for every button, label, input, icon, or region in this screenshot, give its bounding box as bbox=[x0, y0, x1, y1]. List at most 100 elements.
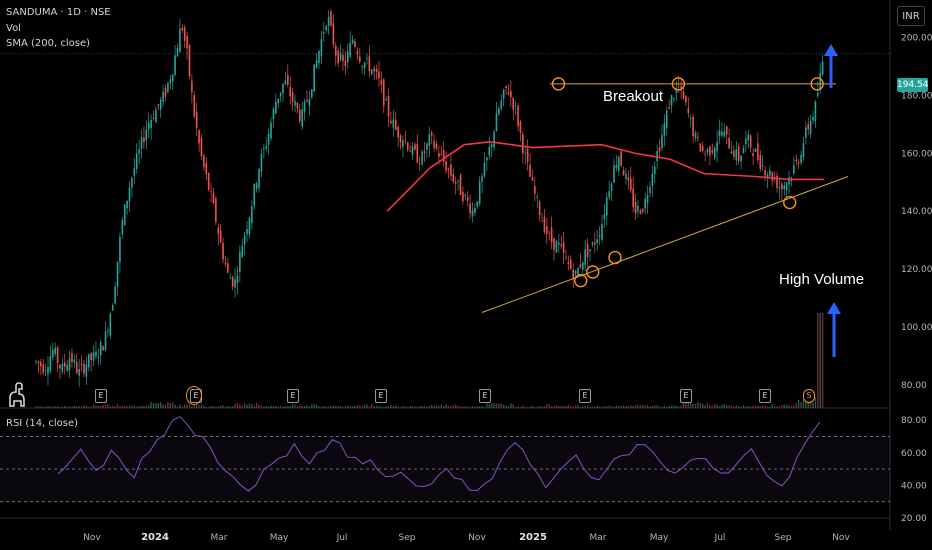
earnings-marker[interactable]: E bbox=[680, 389, 692, 403]
volume-bar bbox=[92, 404, 95, 408]
candle-body bbox=[210, 191, 212, 193]
volume-bar bbox=[560, 406, 562, 408]
breakout-annotation: Breakout bbox=[603, 88, 664, 105]
candle-body bbox=[483, 162, 486, 177]
volume-bar bbox=[735, 405, 737, 408]
candle-body bbox=[198, 130, 200, 144]
currency-button[interactable]: INR bbox=[897, 6, 925, 26]
candle-body bbox=[692, 116, 694, 137]
candle-body bbox=[771, 172, 774, 181]
candle-body bbox=[558, 242, 560, 245]
volume-bar bbox=[550, 405, 553, 408]
volume-bar bbox=[222, 405, 224, 408]
volume-bar bbox=[282, 406, 284, 408]
volume-legend[interactable]: Vol bbox=[6, 23, 21, 34]
volume-bar bbox=[510, 403, 512, 408]
volume-bar bbox=[474, 406, 476, 408]
volume-bar bbox=[773, 406, 776, 408]
volume-bar bbox=[140, 405, 143, 408]
candle-body bbox=[394, 119, 397, 130]
candle-body bbox=[807, 124, 810, 130]
volume-bar bbox=[131, 405, 133, 408]
candle-body bbox=[351, 39, 354, 44]
volume-bar bbox=[682, 403, 685, 408]
volume-bar bbox=[704, 405, 706, 408]
volume-bar bbox=[699, 403, 702, 408]
candle-body bbox=[68, 358, 71, 371]
volume-bar bbox=[181, 406, 183, 408]
candle-body bbox=[546, 226, 548, 234]
earnings-marker[interactable]: E bbox=[287, 389, 299, 403]
volume-bar bbox=[239, 404, 241, 408]
candle-body bbox=[406, 142, 409, 151]
candle-body bbox=[325, 26, 327, 30]
volume-bar bbox=[44, 406, 47, 408]
candle-body bbox=[452, 174, 455, 182]
volume-bar bbox=[68, 405, 71, 408]
candle-body bbox=[387, 96, 390, 117]
volume-bar bbox=[613, 406, 615, 408]
highlight-circle bbox=[186, 386, 202, 405]
price-tick-label: 180.00 bbox=[901, 91, 932, 101]
candle-body bbox=[584, 249, 587, 265]
candle-body bbox=[140, 137, 143, 149]
volume-bar bbox=[97, 405, 100, 408]
axes: 200.00 180.00 160.00 140.00 120.00 100.00 80.0… bbox=[83, 34, 932, 543]
candle-body bbox=[718, 130, 721, 137]
candle-body bbox=[689, 117, 692, 119]
volume-bar bbox=[757, 405, 759, 408]
candle-body bbox=[296, 102, 299, 109]
earnings-marker[interactable]: E bbox=[759, 389, 771, 403]
candle-body bbox=[311, 89, 313, 98]
candle-body bbox=[229, 278, 232, 279]
candle-body bbox=[207, 173, 210, 190]
candle-body bbox=[248, 217, 251, 235]
volume-bar bbox=[335, 405, 337, 408]
volume-bar bbox=[618, 405, 620, 408]
volume-bar bbox=[35, 406, 37, 408]
volume-bar bbox=[555, 405, 558, 408]
volume-bar bbox=[219, 405, 222, 408]
symbol-title[interactable]: SANDUMA · 1D · NSE bbox=[6, 7, 111, 18]
candle-body bbox=[656, 151, 658, 162]
volume-bar bbox=[740, 406, 742, 408]
volume-bar bbox=[344, 405, 347, 408]
touch-point-circle bbox=[574, 273, 588, 288]
candle-body bbox=[555, 240, 558, 253]
rsi-legend[interactable]: RSI (14, close) bbox=[6, 418, 79, 429]
volume-bar bbox=[788, 405, 790, 408]
earnings-marker[interactable]: E bbox=[579, 389, 591, 403]
earnings-marker[interactable]: E bbox=[95, 389, 107, 403]
volume-bar bbox=[54, 406, 56, 408]
candle-body bbox=[171, 74, 174, 82]
volume-bar bbox=[296, 406, 299, 408]
candle-body bbox=[462, 191, 464, 202]
arrow-head bbox=[827, 302, 841, 314]
volume-bar bbox=[318, 406, 320, 408]
earnings-marker[interactable]: E bbox=[479, 389, 491, 403]
volume-bar bbox=[663, 405, 666, 408]
candle-body bbox=[95, 351, 97, 357]
candle-body bbox=[411, 146, 414, 156]
volume-bar bbox=[471, 406, 474, 408]
volume-bar bbox=[42, 406, 44, 408]
volume-bar bbox=[339, 405, 342, 408]
candle-body bbox=[459, 174, 462, 196]
candle-body bbox=[634, 201, 637, 214]
candle-body bbox=[795, 159, 798, 162]
volume-bar bbox=[574, 405, 577, 408]
volume-bar bbox=[481, 406, 483, 408]
candle-body bbox=[203, 155, 205, 167]
earnings-marker[interactable]: E bbox=[375, 389, 387, 403]
volume-bar bbox=[553, 406, 555, 408]
volume-bar bbox=[541, 406, 543, 408]
candle-body bbox=[785, 182, 788, 191]
sma-legend[interactable]: SMA (200, close) bbox=[6, 38, 90, 49]
volume-bar bbox=[591, 406, 594, 408]
tradingview-logo-icon[interactable] bbox=[6, 382, 28, 408]
split-marker[interactable]: S bbox=[803, 389, 815, 403]
volume-bar bbox=[483, 406, 486, 408]
volume-bar bbox=[524, 406, 526, 408]
candle-body bbox=[517, 105, 519, 127]
